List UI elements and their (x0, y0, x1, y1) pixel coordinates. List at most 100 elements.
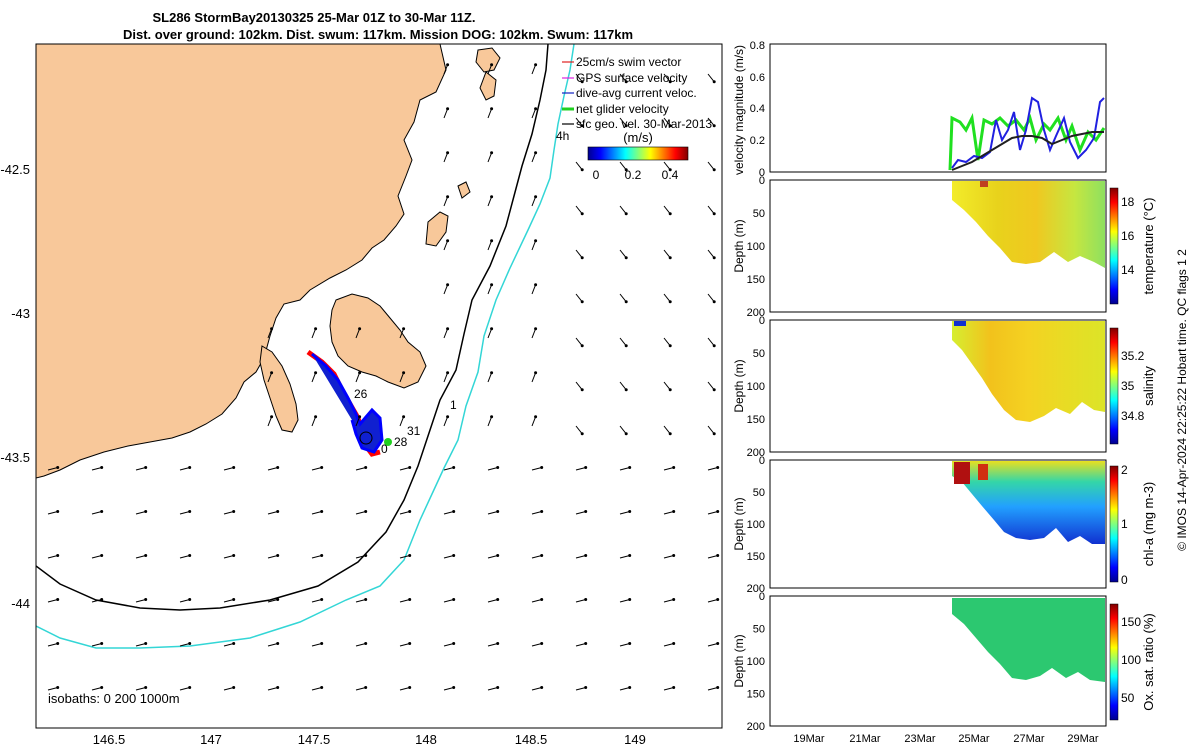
copyright-note: © IMOS 14-Apr-2024 22:25:22 Hobart time.… (1175, 249, 1189, 551)
glider-track-blue (311, 352, 384, 454)
salinity-section (952, 321, 1105, 422)
current-arrow (267, 643, 278, 647)
current-arrow-head (408, 598, 412, 601)
current-arrow (487, 372, 493, 383)
current-arrow-head (320, 686, 324, 689)
salinity-cbar-label: salinity (1141, 366, 1156, 406)
depth-tick-label: 100 (747, 519, 765, 531)
current-arrow-head (446, 327, 450, 331)
current-arrow (575, 425, 583, 435)
current-arrow-head (276, 686, 280, 689)
current-arrow-head (320, 466, 324, 469)
map-y-tick: -43 (11, 306, 30, 321)
current-arrow-head (716, 466, 720, 469)
current-arrow (135, 643, 146, 647)
current-arrow (575, 511, 586, 515)
current-arrow-head (314, 327, 318, 331)
legend-label: 25cm/s swim vector (576, 55, 681, 69)
current-arrow (487, 240, 493, 251)
current-arrow-head (100, 686, 104, 689)
current-arrow-head (408, 466, 412, 469)
chla-bloom-patch (978, 464, 988, 480)
current-arrow-head (580, 168, 584, 172)
current-arrow (399, 599, 410, 603)
current-arrow (223, 687, 234, 691)
current-arrow (311, 328, 317, 339)
current-arrow-head (540, 510, 544, 513)
current-arrow-head (144, 598, 148, 601)
depth-axis-ticks: 0 50 100 150 200 Depth (m) 0 50 100 150 200 Depth (… (732, 175, 765, 733)
current-arrow (487, 416, 493, 427)
current-arrow-head (672, 510, 676, 513)
map-x-tick: 148 (415, 732, 437, 747)
depth-tick-label: 200 (747, 307, 765, 319)
current-arrow (223, 555, 234, 559)
legend-label: GPS surface velocity (576, 71, 687, 85)
chla-cbar-label: chl-a (mg m-3) (1141, 482, 1156, 567)
current-arrow (91, 511, 102, 515)
isobath-1000m (36, 44, 575, 649)
current-arrow (487, 108, 493, 119)
current-arrow-head (100, 466, 104, 469)
salinity-cbar-tick: 35.2 (1121, 349, 1145, 363)
colorbar-unit: (m/s) (623, 130, 653, 145)
legend-label: dive-avg current veloc. (576, 86, 697, 100)
current-arrow-head (580, 124, 584, 128)
current-arrow (223, 599, 234, 603)
current-arrow (355, 511, 366, 515)
current-arrow-head (446, 107, 450, 111)
current-arrow-head (668, 212, 672, 216)
current-arrow (443, 240, 449, 251)
depth-tick-label: 0 (759, 315, 765, 327)
current-arrow (619, 73, 627, 83)
depth-axis-label: Depth (m) (732, 634, 746, 687)
current-arrow (487, 328, 493, 339)
current-arrow-head (446, 195, 450, 199)
colorbar-tick: 0 (593, 168, 600, 182)
current-arrow-head (490, 239, 494, 243)
current-arrow (707, 293, 715, 303)
map-panel: 26 31 28 0 1 4h 25cm/s swim vector GPS s… (0, 43, 723, 747)
current-arrow-head (364, 642, 368, 645)
current-arrow-head (624, 124, 628, 128)
current-arrow (707, 381, 715, 391)
current-arrow-head (580, 256, 584, 260)
current-arrow-head (188, 554, 192, 557)
current-arrow-head (668, 256, 672, 260)
current-arrow-head (668, 80, 672, 84)
oxygen-section (952, 598, 1105, 682)
current-arrow (223, 511, 234, 515)
current-arrow (619, 599, 630, 603)
current-arrow-head (534, 107, 538, 111)
velocity-panel: 0 0.2 0.4 0.6 0.8 velocity magnitude (m/… (732, 40, 1107, 179)
time-tick: 25Mar (958, 733, 990, 745)
current-arrow-head (534, 63, 538, 67)
current-arrow (707, 161, 715, 171)
current-arrow-head (446, 151, 450, 155)
current-arrow-head (712, 124, 716, 128)
current-arrow (707, 643, 718, 647)
current-arrow (663, 599, 674, 603)
temperature-cbar-label: temperature (°C) (1141, 198, 1156, 295)
current-arrow-head (446, 239, 450, 243)
temperature-warm-patch (980, 181, 988, 187)
current-arrow (399, 643, 410, 647)
current-arrow (443, 467, 454, 471)
current-arrow (135, 555, 146, 559)
current-arrow-head (364, 686, 368, 689)
current-arrow-head (232, 686, 236, 689)
current-arrow-head (584, 686, 588, 689)
current-arrow (619, 337, 627, 347)
depth-tick-label: 150 (747, 689, 765, 701)
legend-item-swim-vector: 25cm/s swim vector (562, 55, 681, 69)
current-arrow-head (712, 432, 716, 436)
map-y-tick: -43.5 (0, 450, 30, 465)
current-arrow-head (56, 598, 60, 601)
current-arrow-head (534, 327, 538, 331)
current-arrow (91, 599, 102, 603)
current-arrow-head (540, 686, 544, 689)
current-arrow (135, 687, 146, 691)
velocity-y-ticks: 0 0.2 0.4 0.6 0.8 (750, 40, 765, 179)
velocity-y-tick: 0.8 (750, 40, 765, 52)
depth-tick-label: 200 (747, 721, 765, 733)
